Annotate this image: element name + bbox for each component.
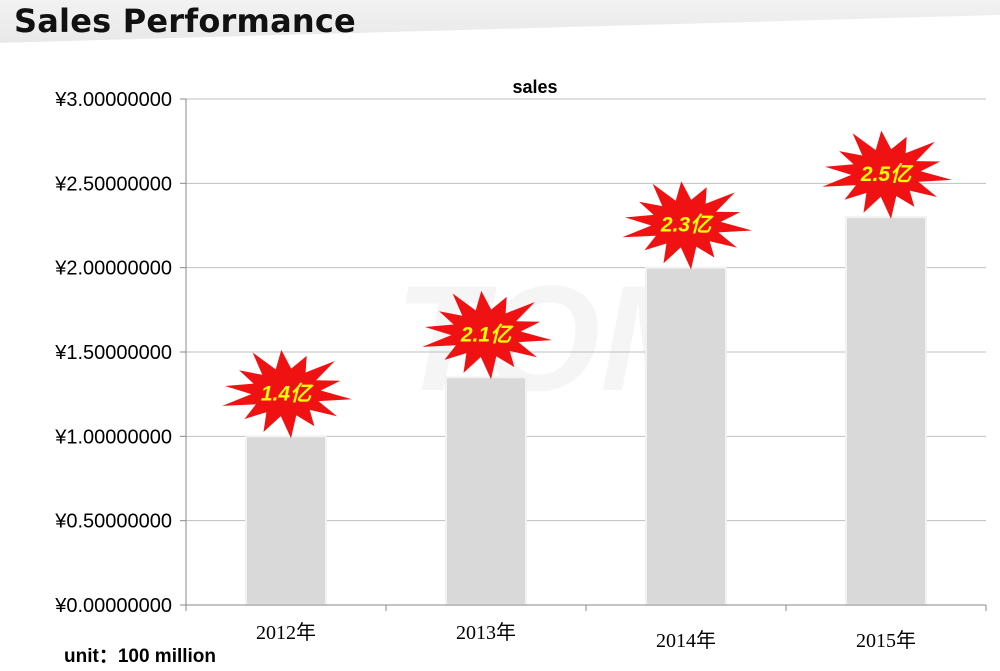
y-tick-label: ¥2.50000000 xyxy=(54,173,172,195)
x-tick-label: 2015年 xyxy=(856,629,916,652)
bar xyxy=(845,216,927,606)
bar xyxy=(245,435,327,607)
chart-bars xyxy=(245,216,927,607)
value-callout-label: 2.1亿 xyxy=(460,322,514,346)
starburst-shape xyxy=(422,290,552,380)
y-tick-label: ¥2.00000000 xyxy=(54,258,172,280)
value-callout-label: 1.4亿 xyxy=(261,381,314,405)
page-title: Sales Performance xyxy=(14,2,356,40)
chart-axes xyxy=(185,99,987,611)
y-tick-label: ¥3.00000000 xyxy=(54,89,172,111)
y-tick-label: ¥1.50000000 xyxy=(54,342,172,364)
header-banner: Sales Performance xyxy=(0,0,1000,70)
y-tick-labels: ¥0.00000000 ¥0.50000000 ¥1.00000000 ¥1.5000… xyxy=(54,89,172,617)
y-tick-label: ¥0.00000000 xyxy=(54,595,172,617)
x-tick-label: 2013年 xyxy=(456,621,516,644)
x-tick-labels: 2012年 2013年 2014年 2015年 xyxy=(256,621,916,652)
x-tick-label: 2014年 xyxy=(656,629,716,652)
y-tick-label: ¥1.00000000 xyxy=(54,426,172,448)
value-callout-label: 2.3亿 xyxy=(660,213,714,237)
bar xyxy=(645,266,727,606)
unit-note: unit：100 million xyxy=(64,646,217,667)
value-callouts: 1.4亿 2.1亿 2.3亿 2.5亿 xyxy=(222,130,952,439)
starburst-shape xyxy=(622,181,752,270)
x-tick-label: 2012年 xyxy=(256,621,316,644)
bar xyxy=(445,376,527,606)
starburst-shape xyxy=(822,130,952,219)
y-tick-label: ¥0.50000000 xyxy=(54,511,172,533)
value-callout-label: 2.5亿 xyxy=(860,162,914,186)
chart-title: sales xyxy=(512,77,557,97)
starburst-shape xyxy=(222,349,352,439)
